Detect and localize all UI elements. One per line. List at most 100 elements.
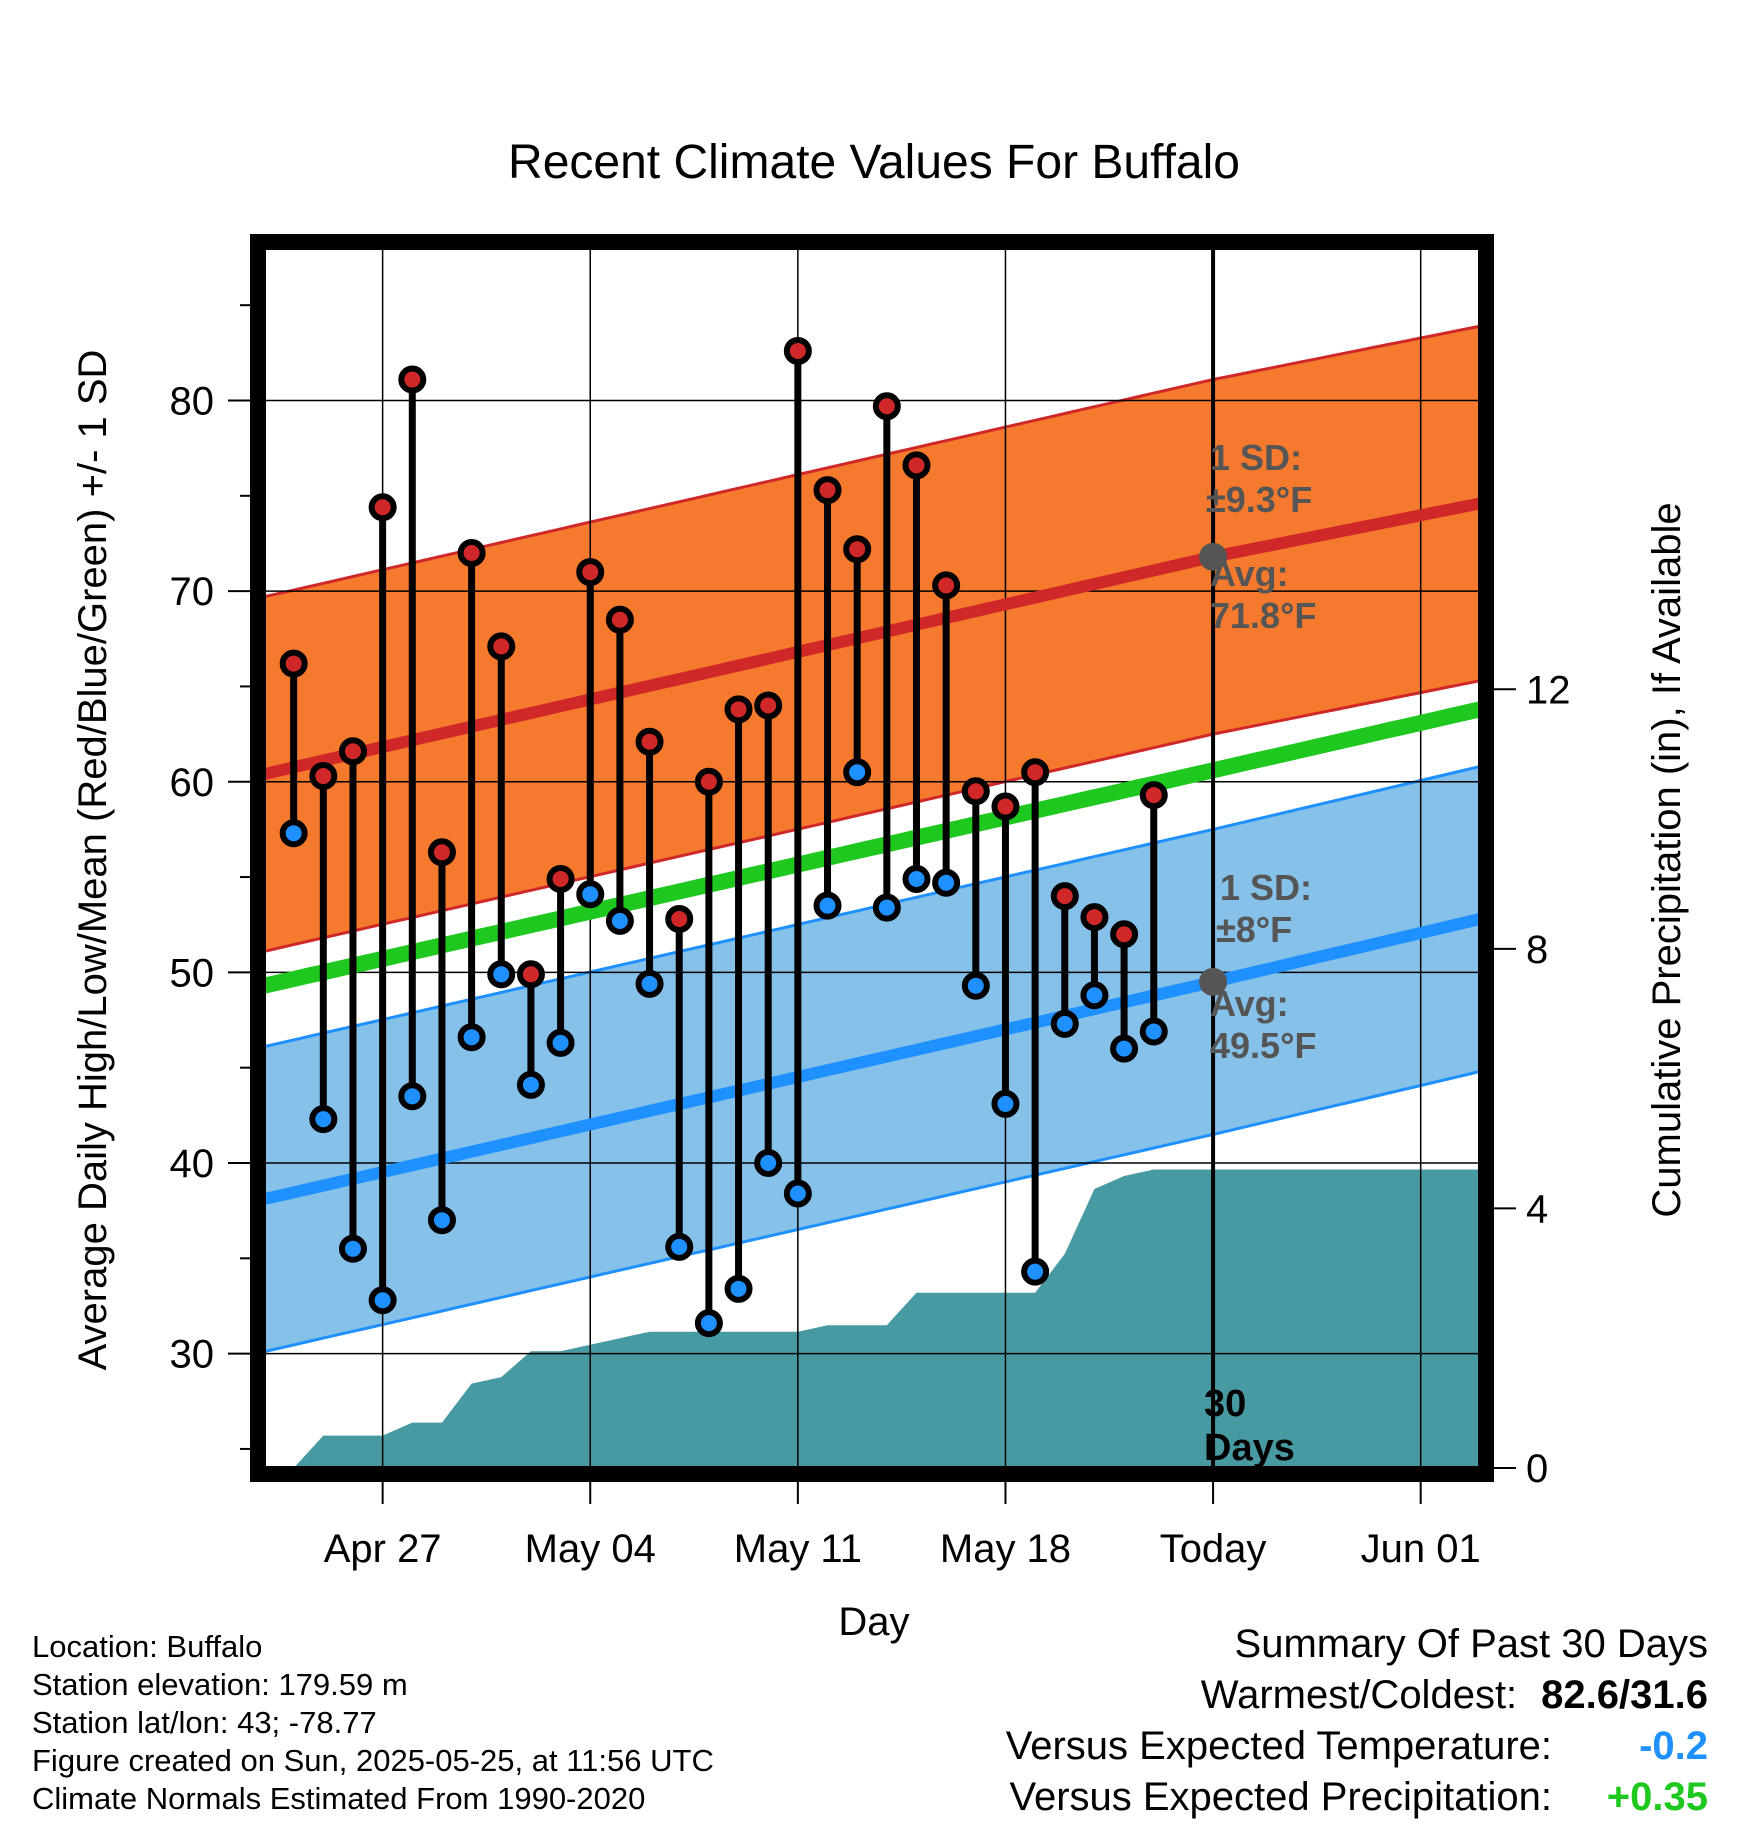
daily-high-point [724, 695, 753, 724]
latlon-text: Station lat/lon: 43; -78.77 [32, 1705, 377, 1740]
created-text: Figure created on Sun, 2025-05-25, at 11… [32, 1743, 714, 1778]
daily-low-point [1110, 1034, 1139, 1063]
avg-mean-line [264, 701, 1480, 994]
y2-tick-label: 8 [1526, 928, 1548, 972]
daily-low-point [338, 1234, 367, 1263]
daily-high-point [368, 493, 397, 522]
daily-high-point [457, 539, 486, 567]
warmest-label: Warmest/Coldest: [1200, 1673, 1518, 1717]
daily-high-point [1021, 758, 1050, 787]
daily-low-point [605, 906, 634, 935]
daily-low-point [487, 960, 516, 989]
daily-high-point [279, 649, 308, 678]
daily-low-point [783, 1179, 812, 1208]
daily-low-point [1050, 1009, 1079, 1038]
y2-tick-label: 4 [1526, 1187, 1548, 1231]
daily-high-point [516, 960, 545, 989]
daily-low-point [754, 1149, 783, 1177]
y-tick-label: 30 [170, 1333, 215, 1377]
plot-layers [264, 248, 1480, 1468]
daily-high-point [694, 767, 723, 796]
x-axis-label: Day [838, 1600, 909, 1644]
avg-high-line [264, 497, 1480, 780]
daily-low-point [546, 1028, 575, 1057]
daily-high-point [1110, 920, 1139, 949]
precip-label: Versus Expected Precipitation: [1009, 1775, 1552, 1819]
daily-low-point [1080, 981, 1109, 1010]
summary-precip-row: Versus Expected Precipitation: +0.35 [1009, 1775, 1708, 1820]
daily-high-point [309, 762, 338, 791]
daily-high-point [783, 336, 812, 365]
y-tick-label: 80 [170, 380, 215, 424]
daily-low-point [398, 1082, 427, 1111]
y-tick-label: 50 [170, 951, 215, 995]
y-axis-label: Average Daily High/Low/Mean (Red/Blue/Gr… [71, 350, 115, 1371]
chart-title: Recent Climate Values For Buffalo [508, 136, 1240, 189]
daily-low-point [932, 868, 961, 897]
daily-low-point [635, 969, 664, 998]
y2-ticks: 0 4 8 12 [1494, 668, 1571, 1491]
x-tick-label: Today [1160, 1527, 1267, 1571]
daily-high-point [635, 727, 664, 756]
daily-high-point [902, 451, 931, 480]
daily-low-point [309, 1105, 338, 1134]
daily-low-point [1139, 1017, 1168, 1046]
x-tick-label: Jun 01 [1361, 1527, 1481, 1571]
summary-heading-text: Summary Of Past 30 Days [1234, 1622, 1708, 1666]
daily-low-point [665, 1232, 694, 1261]
daily-high-point [813, 476, 842, 505]
avg-low-line [264, 913, 1480, 1206]
today-low-marker [1199, 967, 1228, 996]
x-tick-label: May 11 [734, 1527, 862, 1571]
daily-low-point [843, 758, 872, 787]
summary-warmest-row: Warmest/Coldest: 82.6/31.6 [1201, 1673, 1708, 1718]
y2-axis-label: Cumulative Precipitation (in), If Availa… [1645, 502, 1689, 1217]
daily-low-point [457, 1023, 486, 1052]
station-info: Location: Buffalo Station elevation: 179… [32, 1628, 714, 1818]
plot-frame [250, 234, 1494, 1482]
normal-lines [264, 497, 1480, 1206]
low-sd-value: ±8°F [1216, 909, 1292, 950]
high-sd-annotation: 1 SD: ±9.3°F Avg: 71.8°F [1206, 437, 1316, 636]
daily-high-point [754, 691, 783, 720]
daily-high-point [991, 792, 1020, 821]
daily-low-point [724, 1274, 753, 1303]
daily-high-point [1139, 781, 1168, 810]
daily-high-point [843, 535, 872, 564]
daily-high-point [398, 365, 427, 394]
temp-label: Versus Expected Temperature: [1005, 1724, 1552, 1768]
elevation-text: Station elevation: 179.59 m [32, 1667, 408, 1702]
daily-low-point [516, 1070, 545, 1099]
y-tick-label: 40 [170, 1142, 215, 1186]
summary-heading: Summary Of Past 30 Days [1235, 1622, 1708, 1667]
daily-low-point [991, 1089, 1020, 1118]
y2-tick-label: 0 [1526, 1447, 1548, 1491]
y-tick-label: 60 [170, 761, 215, 805]
temp-value: -0.2 [1639, 1724, 1708, 1768]
y-tick-label: 70 [170, 570, 215, 614]
high-avg-label: Avg: [1210, 553, 1289, 594]
precipitation-area [264, 1169, 1480, 1468]
normals-text: Climate Normals Estimated From 1990-2020 [32, 1781, 646, 1816]
daily-low-point [872, 893, 901, 922]
daily-low-point [576, 880, 605, 909]
daily-bars [279, 336, 1168, 1338]
x-tick-label: May 18 [940, 1527, 1071, 1571]
low-avg-label: Avg: [1210, 983, 1289, 1024]
daily-high-point [961, 777, 990, 806]
low-sd-label: 1 SD: [1220, 867, 1312, 908]
plot-area: 30 40 50 60 70 80 0 4 8 12 Apr 27 May 04 May 11 May 1… [170, 234, 1571, 1571]
summary-temp-row: Versus Expected Temperature: -0.2 [1006, 1724, 1708, 1769]
daily-low-point [961, 971, 990, 1000]
daily-high-point [338, 737, 367, 766]
period-number: 30 [1204, 1383, 1246, 1425]
precip-value: +0.35 [1606, 1775, 1708, 1819]
today-high-marker [1199, 542, 1228, 571]
period-annotation: 30 Days [1204, 1383, 1295, 1469]
daily-high-point [1080, 903, 1109, 932]
daily-high-point [872, 392, 901, 421]
y-ticks: 30 40 50 60 70 80 [170, 304, 250, 1450]
daily-high-point [576, 558, 605, 587]
daily-low-point [902, 864, 931, 893]
